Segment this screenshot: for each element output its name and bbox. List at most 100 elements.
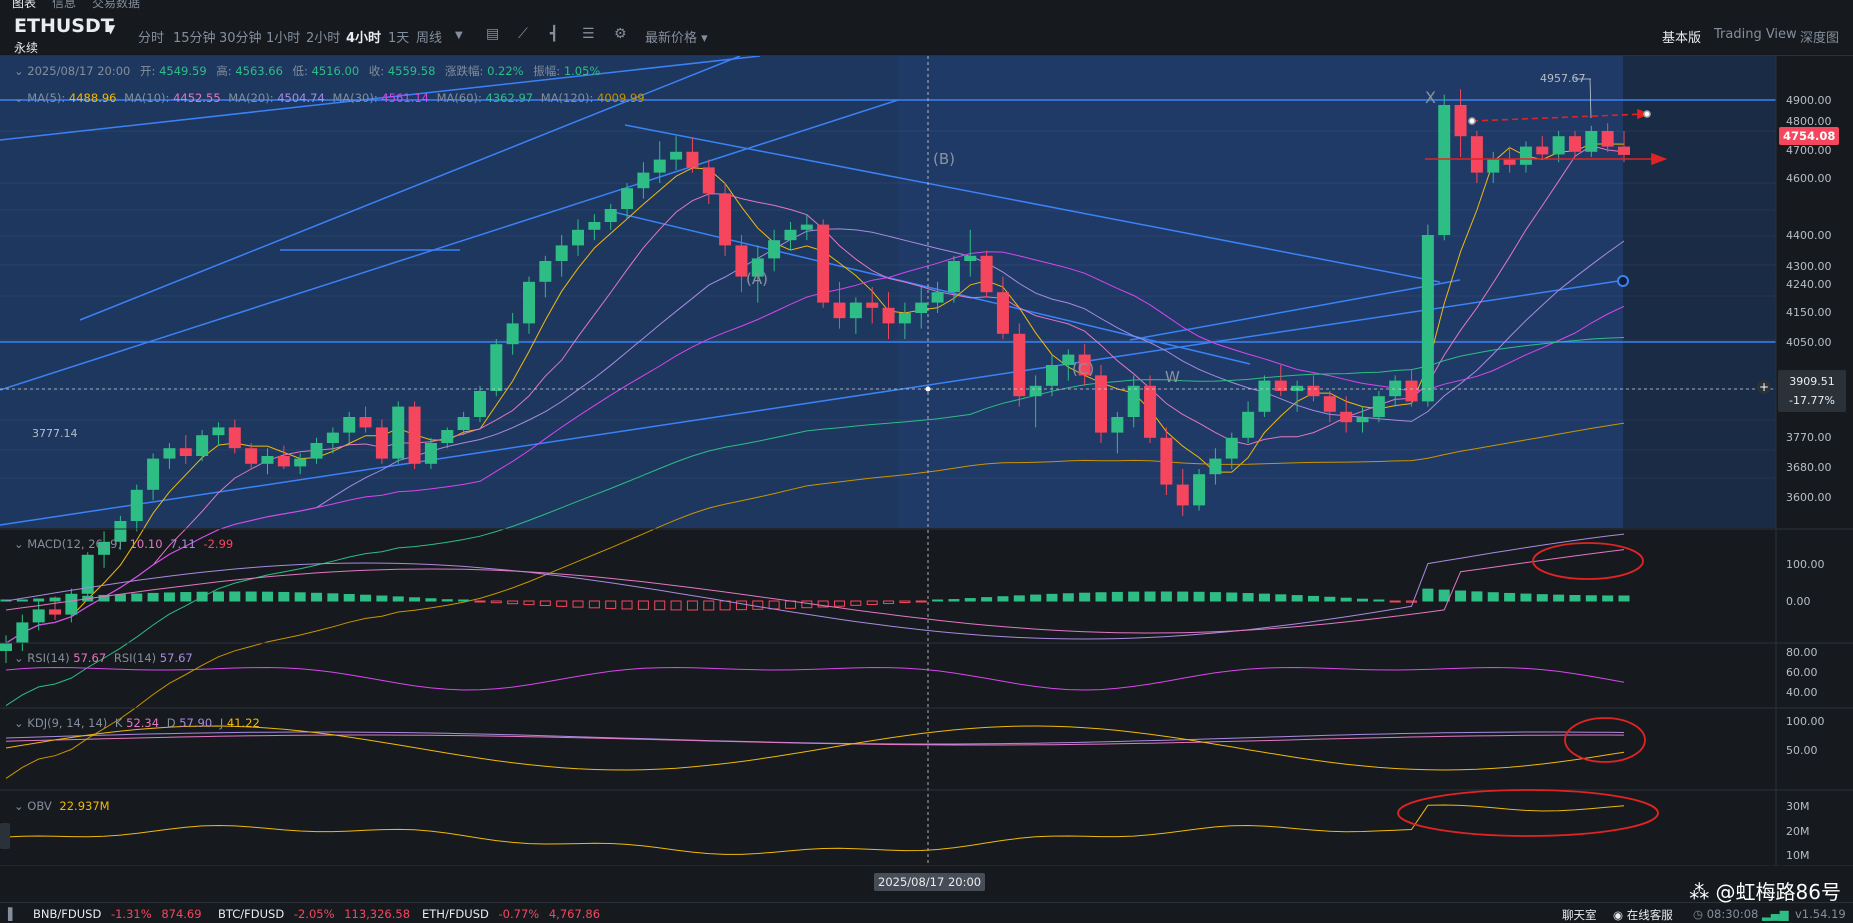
amplitude-label: 振幅: bbox=[533, 64, 561, 78]
candle-body bbox=[1274, 380, 1287, 391]
macd-bar bbox=[114, 594, 126, 602]
more-timeframes-chevron-icon[interactable]: ▼ bbox=[455, 30, 463, 41]
timeframe-weekly[interactable]: 周线 bbox=[416, 31, 443, 46]
candle-body bbox=[1078, 354, 1091, 376]
macd-bar bbox=[1487, 592, 1499, 602]
macd-bar bbox=[229, 591, 241, 602]
macd-bar bbox=[539, 600, 551, 607]
ma120-value: 4009.99 bbox=[597, 91, 645, 105]
macd-bar bbox=[131, 593, 143, 602]
obv-label: OBV bbox=[27, 799, 52, 813]
candle-type-icon[interactable]: ┫ bbox=[550, 26, 559, 42]
timeframe-30m[interactable]: 30分钟 bbox=[219, 31, 262, 46]
candle-body bbox=[539, 261, 552, 282]
scroll-handle[interactable] bbox=[0, 823, 10, 849]
kdj-caret-icon[interactable]: ⌄ bbox=[14, 716, 24, 730]
candle-body bbox=[326, 432, 339, 443]
candle-body bbox=[686, 151, 699, 168]
obv-annotation-circle bbox=[1397, 789, 1659, 837]
candle-body bbox=[392, 406, 405, 459]
candle-body bbox=[915, 302, 928, 313]
timeframe-tick[interactable]: 分时 bbox=[138, 31, 165, 46]
ticker-btc[interactable]: BTC/FDUSD -2.05% 113,326.58 bbox=[218, 907, 410, 921]
chevron-down-icon[interactable]: ▼ bbox=[106, 22, 116, 36]
tab-chart[interactable]: 图表 bbox=[12, 0, 37, 10]
tab-info[interactable]: 信息 bbox=[52, 0, 77, 10]
obv-caret-icon[interactable]: ⌄ bbox=[14, 799, 24, 813]
crosshair-dot bbox=[925, 386, 931, 392]
macd-bar bbox=[1128, 591, 1140, 602]
indicators-icon[interactable]: ☰ bbox=[582, 26, 595, 42]
view-depth[interactable]: 深度图 bbox=[1800, 31, 1840, 46]
ohlc-caret-icon[interactable]: ⌄ bbox=[14, 64, 24, 78]
macd-legend: ⌄ MACD(12, 26, 9) 10.10 7.11 -2.99 bbox=[14, 537, 233, 551]
ma-line bbox=[5, 143, 1625, 644]
candle-body bbox=[277, 456, 290, 467]
wave-label-w: W bbox=[1165, 368, 1180, 386]
low-value: 4516.00 bbox=[311, 64, 360, 78]
macd-bar bbox=[523, 600, 535, 606]
wave-label-b: (B) bbox=[933, 150, 955, 168]
add-order-plus-icon[interactable]: + bbox=[1757, 380, 1771, 394]
trendline-endpoint bbox=[1617, 275, 1629, 287]
draw-line-icon[interactable]: ⟋ bbox=[518, 26, 528, 42]
close-label: 收: bbox=[368, 64, 385, 78]
price-type-select[interactable]: 最新价格 ▾ bbox=[645, 31, 708, 46]
view-basic[interactable]: 基本版 bbox=[1662, 31, 1702, 46]
timeframe-2h[interactable]: 2小时 bbox=[306, 31, 341, 46]
ticker-btc-symbol: BTC/FDUSD bbox=[218, 907, 285, 921]
candle-body bbox=[1062, 354, 1075, 365]
kdj-d-label: D bbox=[166, 716, 176, 730]
main-chart[interactable]: 4957.67 3777.14 X (B) (A) (C) W 4900.004… bbox=[0, 56, 1853, 866]
headset-icon: ◉ bbox=[1613, 908, 1624, 922]
indicator-axis-label: 20M bbox=[1786, 825, 1810, 838]
macd-caret-icon[interactable]: ⌄ bbox=[14, 537, 24, 551]
candle-body bbox=[1095, 375, 1108, 433]
kdj-j-line bbox=[5, 725, 1625, 771]
macd-bar bbox=[343, 593, 355, 602]
candle-body bbox=[1307, 385, 1320, 397]
ticker-eth-change: -0.77% bbox=[498, 907, 540, 921]
macd-bar bbox=[801, 600, 813, 609]
timeframe-1h[interactable]: 1小时 bbox=[266, 31, 301, 46]
macd-bar bbox=[670, 600, 682, 611]
timeframe-1d[interactable]: 1天 bbox=[388, 31, 410, 46]
view-tradingview[interactable]: Trading View bbox=[1714, 27, 1797, 42]
price-axis-label: 4800.00 bbox=[1786, 115, 1832, 128]
timeframe-4h[interactable]: 4小时 bbox=[346, 31, 382, 46]
candle-body bbox=[1438, 105, 1451, 235]
candle-body bbox=[1601, 131, 1614, 147]
symbol-title[interactable]: ETHUSDT bbox=[14, 15, 114, 37]
kdj-d-value: 57.90 bbox=[179, 716, 213, 730]
candle-body bbox=[310, 443, 323, 459]
ticker-icon: ▌ bbox=[8, 907, 17, 921]
ma-line bbox=[5, 337, 1625, 707]
ticker-btc-change: -2.05% bbox=[293, 907, 335, 921]
ma5-label: MA(5): bbox=[27, 91, 66, 105]
ticker-bnb[interactable]: BNB/FDUSD -1.31% 874.69 bbox=[33, 907, 202, 921]
tab-trade-data[interactable]: 交易数据 bbox=[92, 0, 141, 10]
macd-pane bbox=[0, 533, 1630, 640]
macd-bar bbox=[621, 600, 633, 610]
calendar-icon[interactable]: ▤ bbox=[486, 26, 500, 42]
gear-icon[interactable]: ⚙ bbox=[614, 26, 627, 42]
ma-line bbox=[5, 145, 1625, 644]
macd-bar bbox=[1324, 596, 1336, 602]
macd-bar bbox=[261, 591, 273, 602]
rsi-pane bbox=[5, 666, 1625, 691]
support-link[interactable]: ◉ 在线客服 bbox=[1613, 907, 1673, 923]
indicator-axis-label: 60.00 bbox=[1786, 666, 1818, 679]
candle-body bbox=[359, 417, 372, 428]
ma-caret-icon[interactable]: ⌄ bbox=[14, 91, 24, 105]
ticker-eth[interactable]: ETH/FDUSD -0.77% 4,767.86 bbox=[422, 907, 600, 921]
timeframe-15m[interactable]: 15分钟 bbox=[173, 31, 216, 46]
macd-bar bbox=[752, 600, 764, 610]
macd-bar bbox=[703, 600, 715, 611]
chat-room-link[interactable]: 聊天室 bbox=[1562, 908, 1597, 922]
macd-bar bbox=[212, 591, 224, 602]
macd-bar bbox=[964, 598, 976, 602]
kdj-k-value: 52.34 bbox=[126, 716, 160, 730]
channel-lower-line bbox=[0, 279, 1626, 526]
rsi-caret-icon[interactable]: ⌄ bbox=[14, 651, 24, 665]
candle-body bbox=[1585, 131, 1598, 152]
